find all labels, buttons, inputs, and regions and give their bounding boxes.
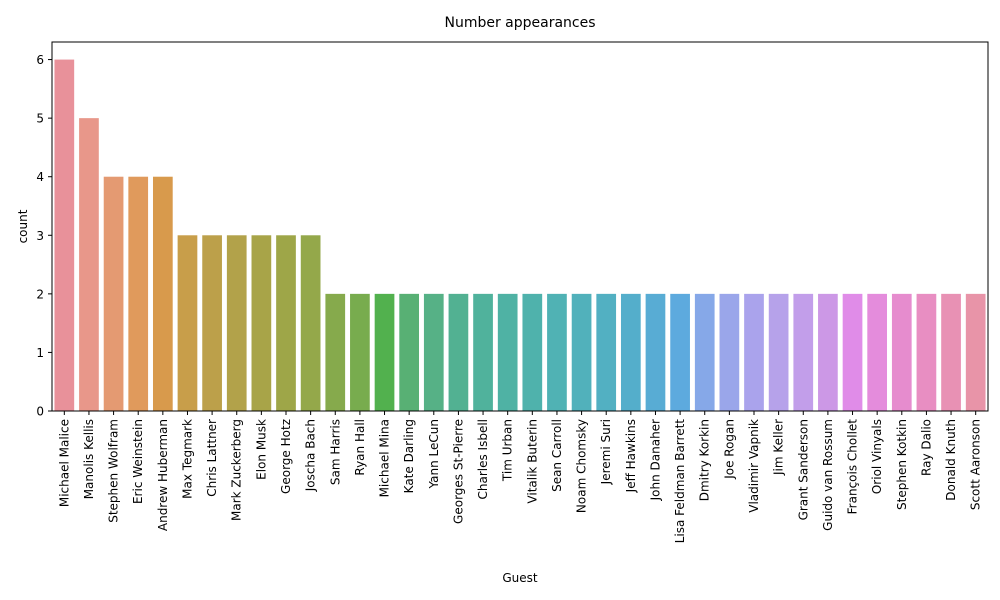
- x-tick-label-25: Lisa Feldman Barrett: [673, 419, 687, 544]
- bar-17: [473, 293, 493, 411]
- y-axis: 0 1 2 3 4 5 6: [36, 53, 52, 419]
- x-tick-label-31: Guido van Rossum: [821, 419, 835, 531]
- bar-11: [325, 293, 346, 411]
- x-tick-label-34: Stephen Kotkin: [895, 419, 909, 510]
- x-tick-label-15: Yann LeCun: [427, 419, 441, 490]
- bar-21: [571, 293, 592, 411]
- x-tick-label-36: Donald Knuth: [944, 419, 958, 501]
- x-axis: Michael Malice Manolis Kellis Stephen Wolf…: [57, 411, 983, 544]
- x-tick-label-6: Chris Lattner: [205, 419, 219, 497]
- x-tick-label-2: Stephen Wolfram: [107, 419, 121, 523]
- bar-25: [670, 293, 690, 411]
- x-tick-label-1: Manolis Kellis: [82, 419, 96, 499]
- bar-16: [448, 293, 469, 411]
- y-tick-label-1: 1: [36, 346, 44, 360]
- chart-title: Number appearances: [444, 15, 595, 31]
- x-tick-label-19: Vitalik Buterin: [525, 419, 539, 504]
- bar-22: [596, 293, 617, 411]
- x-tick-label-5: Max Tegmark: [180, 419, 194, 499]
- x-tick-label-7: Mark Zuckerberg: [230, 419, 244, 521]
- bar-12: [350, 293, 370, 411]
- y-tick-label-4: 4: [36, 170, 44, 184]
- bar-30: [793, 293, 814, 411]
- x-tick-label-27: Joe Rogan: [722, 419, 736, 480]
- bar-10: [300, 235, 321, 411]
- bar-14: [399, 293, 420, 411]
- x-tick-label-37: Scott Aaronson: [969, 419, 983, 510]
- y-tick-label-2: 2: [36, 287, 44, 301]
- x-tick-label-33: Oriol Vinyals: [870, 419, 884, 494]
- bar-13: [374, 293, 395, 411]
- x-tick-label-16: Georges St-Pierre: [451, 419, 465, 524]
- x-tick-label-3: Eric Weinstein: [131, 419, 145, 504]
- bar-33: [867, 293, 888, 411]
- x-tick-label-14: Kate Darling: [402, 419, 416, 493]
- bar-5: [177, 235, 198, 411]
- x-tick-label-18: Tim Urban: [501, 419, 515, 482]
- bar-27: [719, 293, 740, 411]
- x-axis-label: Guest: [502, 571, 538, 585]
- x-tick-label-24: John Danaher: [648, 419, 662, 501]
- y-tick-label-5: 5: [36, 112, 44, 126]
- x-tick-label-17: Charles Isbell: [476, 419, 490, 500]
- x-tick-label-20: Sean Carroll: [550, 419, 564, 492]
- x-tick-label-23: Jeff Hawkins: [624, 419, 638, 493]
- bar-19: [522, 293, 543, 411]
- x-tick-label-13: Michael Mina: [378, 419, 392, 497]
- bar-34: [891, 293, 912, 411]
- x-tick-label-10: Joscha Bach: [304, 419, 318, 492]
- x-tick-label-11: Sam Harris: [328, 419, 342, 485]
- bar-32: [842, 293, 863, 411]
- bar-28: [744, 293, 764, 411]
- x-tick-label-12: Ryan Hall: [353, 419, 367, 476]
- x-tick-label-29: Jim Keller: [772, 419, 786, 476]
- bar-3: [128, 176, 149, 411]
- bar-1: [79, 118, 99, 412]
- bars-group: [54, 59, 986, 412]
- y-axis-label: count: [16, 209, 30, 243]
- bar-6: [202, 235, 222, 411]
- x-tick-label-21: Noam Chomsky: [575, 419, 589, 513]
- bar-4: [152, 176, 173, 411]
- bar-18: [497, 293, 518, 411]
- x-tick-label-32: François Chollet: [846, 419, 860, 515]
- x-tick-label-4: Andrew Huberman: [156, 419, 170, 531]
- x-tick-label-8: Elon Musk: [254, 419, 268, 480]
- plot-frame: [51, 41, 989, 412]
- bar-35: [916, 293, 937, 411]
- x-tick-label-30: Grant Sanderson: [796, 419, 810, 520]
- bar-29: [768, 293, 789, 411]
- x-tick-label-26: Dmitry Korkin: [698, 419, 712, 501]
- y-tick-label-6: 6: [36, 53, 44, 67]
- y-tick-label-3: 3: [36, 229, 44, 243]
- bar-8: [251, 235, 272, 411]
- bar-2: [103, 176, 124, 411]
- bar-20: [547, 293, 567, 411]
- bar-15: [423, 293, 444, 411]
- bar-37: [965, 293, 986, 411]
- bar-7: [226, 235, 247, 411]
- x-tick-label-22: Jeremi Suri: [599, 419, 613, 485]
- x-tick-label-9: George Hotz: [279, 419, 293, 494]
- bar-26: [694, 293, 715, 411]
- y-tick-label-0: 0: [36, 405, 44, 419]
- bar-24: [645, 293, 666, 411]
- bar-9: [276, 235, 296, 411]
- bar-23: [620, 293, 641, 411]
- x-tick-label-0: Michael Malice: [57, 419, 71, 507]
- bar-36: [941, 293, 961, 411]
- x-tick-label-28: Vladimir Vapnik: [747, 419, 761, 513]
- x-tick-label-35: Ray Dalio: [919, 419, 933, 476]
- bar-0: [54, 59, 75, 411]
- bar-31: [818, 293, 838, 411]
